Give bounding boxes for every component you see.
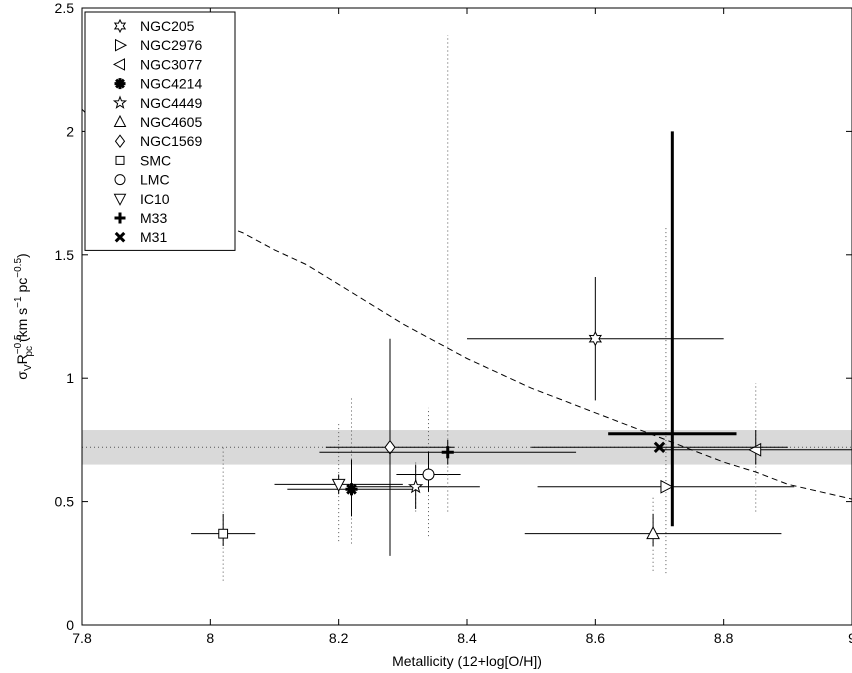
y-label-sup2: −1 — [13, 296, 24, 308]
point-smc-marker — [218, 528, 229, 539]
x-tick-label: 8.4 — [457, 630, 477, 646]
y-label-units-prefix: (km s — [14, 308, 30, 346]
legend-label-ngc3077: NGC3077 — [140, 56, 202, 72]
legend-marker-ngc4605 — [113, 114, 127, 127]
legend-marker-ngc205 — [113, 18, 127, 34]
legend-marker-ic10-shape — [113, 193, 127, 206]
x-axis-label: Metallicity (12+log[O/H]) — [392, 653, 542, 669]
point-ngc2976 — [537, 227, 795, 574]
aggregate-point — [608, 131, 737, 527]
point-ngc1569 — [325, 338, 455, 556]
legend-label-m31: M31 — [140, 229, 167, 245]
y-tick-label: 1.5 — [55, 247, 75, 263]
y-label-sub2: pc — [24, 346, 35, 357]
legend-marker-ngc3077 — [112, 58, 125, 71]
y-label-sub1: V — [23, 364, 34, 371]
legend-marker-ic10 — [113, 193, 127, 206]
point-ngc4449-marker — [408, 478, 424, 494]
point-m33 — [319, 35, 577, 512]
point-smc-marker-shape — [218, 528, 229, 539]
y-label-base: σ — [14, 371, 30, 380]
point-m31-marker — [653, 441, 666, 454]
point-lmc-marker-shape — [422, 468, 435, 481]
point-ngc4605-marker-shape — [646, 526, 660, 540]
legend-marker-m31 — [114, 231, 126, 243]
y-label-units-suffix: ) — [14, 253, 30, 258]
legend-marker-ngc2976 — [115, 38, 128, 52]
y-label-mid: R — [14, 354, 30, 364]
point-lmc — [396, 407, 461, 537]
y-tick-label: 1 — [66, 370, 74, 386]
legend-marker-ngc4449-shape — [112, 95, 128, 109]
legend-marker-ngc4449 — [112, 95, 128, 109]
legend-label-m33: M33 — [140, 210, 167, 226]
legend-label-ngc205: NGC205 — [140, 18, 195, 34]
legend-marker-lmc — [114, 174, 126, 186]
point-m33-marker — [441, 446, 454, 459]
ticks-layer: 7.8 8 8.2 8.4 8.6 8.8 9 0 0.5 1 1.5 2 2.5 — [55, 0, 852, 646]
y-tick-label: 2.5 — [55, 0, 75, 16]
legend-marker-ngc4214 — [114, 78, 126, 90]
legend-marker-lmc-shape — [114, 174, 126, 186]
legend-label-smc: SMC — [140, 152, 171, 168]
point-ngc4214-marker — [345, 483, 358, 496]
legend-marker-ngc1569-shape — [114, 134, 126, 149]
point-ic10-marker-shape — [331, 478, 346, 493]
legend-marker-smc-shape — [115, 155, 125, 165]
y-label-sup3: −0.5 — [13, 258, 24, 278]
x-tick-label: 8 — [206, 630, 214, 646]
point-ngc205-marker-shape — [588, 331, 603, 347]
legend-marker-ngc3077-shape — [112, 58, 125, 71]
x-tick-label: 9 — [848, 630, 852, 646]
x-tick-label: 8.8 — [714, 630, 734, 646]
legend-marker-ngc4214-stroke — [115, 78, 125, 89]
legend-label-ic10: IC10 — [140, 191, 170, 207]
legend-label-ngc4214: NGC4214 — [140, 76, 202, 92]
legend-marker-ngc1569 — [114, 134, 126, 149]
legend-label-ngc2976: NGC2976 — [140, 37, 202, 53]
legend: NGC205 NGC2976 NGC3077 NGC4214 NGC4449 NGC460… — [84, 11, 236, 251]
point-ngc4605 — [524, 496, 782, 571]
point-ngc3077-marker-shape — [748, 442, 762, 457]
point-ngc1569-marker-shape — [384, 439, 396, 455]
point-ngc205-marker — [588, 331, 603, 347]
point-ngc4214 — [287, 395, 416, 544]
point-ngc2976-marker — [660, 479, 674, 494]
legend-label-ngc1569: NGC1569 — [140, 133, 202, 149]
point-ngc2976-marker-shape — [660, 479, 674, 494]
legend-marker-ngc2976-shape — [115, 38, 128, 52]
legend-marker-ngc4605-shape — [113, 114, 127, 127]
marks-layer — [81, 35, 852, 581]
point-m31-marker-stroke — [653, 441, 666, 454]
legend-marker-m31-stroke — [114, 231, 126, 243]
legend-box — [84, 11, 236, 251]
y-tick-label: 0 — [66, 617, 74, 633]
x-tick-label: 7.8 — [72, 630, 92, 646]
point-m31 — [531, 441, 788, 454]
x-tick-label: 8.6 — [586, 630, 606, 646]
y-label-sup1: −0.5 — [13, 334, 24, 354]
point-lmc-marker — [422, 468, 435, 481]
legend-label-lmc: LMC — [140, 172, 170, 188]
point-ngc4605-marker — [646, 526, 660, 540]
point-ic10 — [274, 422, 403, 542]
point-ic10-marker — [331, 478, 346, 493]
point-ngc3077-marker — [748, 442, 762, 457]
legend-label-ngc4449: NGC4449 — [140, 95, 202, 111]
y-tick-label: 2 — [66, 123, 74, 139]
y-axis-label: σVR−0.5pc (km s−1 pc−0.5) — [13, 253, 35, 379]
point-ngc1569-marker — [384, 439, 396, 455]
legend-marker-m33 — [114, 212, 126, 224]
point-smc — [191, 447, 256, 581]
point-ngc205 — [467, 277, 724, 401]
legend-label-ngc4605: NGC4605 — [140, 114, 202, 130]
legend-marker-smc — [115, 155, 125, 165]
point-ngc4449 — [351, 462, 480, 512]
legend-marker-ngc205-shape — [113, 18, 127, 34]
x-tick-label: 8.2 — [329, 630, 349, 646]
point-ngc4449-marker-shape — [408, 478, 424, 494]
y-tick-label: 0.5 — [55, 494, 75, 510]
y-label-units-mid: pc — [14, 278, 30, 297]
